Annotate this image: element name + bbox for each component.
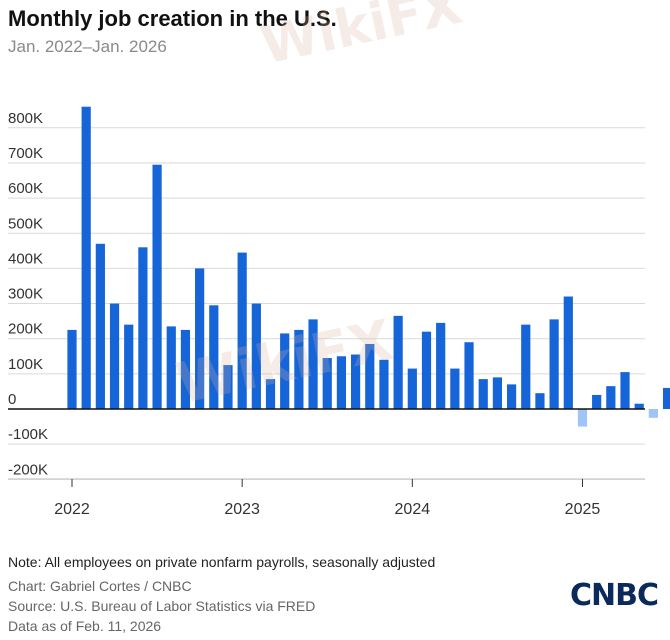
bar bbox=[294, 329, 304, 409]
bar bbox=[464, 342, 474, 409]
bar bbox=[563, 296, 573, 409]
y-tick-label: 200K bbox=[8, 321, 43, 338]
bar bbox=[195, 268, 205, 409]
bar bbox=[620, 372, 630, 409]
bar bbox=[223, 365, 233, 409]
bar bbox=[549, 319, 559, 409]
bar bbox=[280, 333, 290, 409]
bar bbox=[592, 394, 602, 409]
bar bbox=[577, 409, 588, 427]
bar bbox=[336, 356, 347, 409]
bar bbox=[492, 377, 502, 409]
bar bbox=[379, 359, 389, 409]
bar bbox=[322, 358, 332, 409]
y-tick-label: 600K bbox=[8, 180, 43, 197]
source-line: Source: U.S. Bureau of Labor Statistics … bbox=[8, 598, 316, 614]
x-tick-label: 2025 bbox=[565, 501, 601, 518]
bar bbox=[478, 379, 488, 409]
footnote: Note: All employees on private nonfarm p… bbox=[8, 554, 436, 570]
bar bbox=[67, 329, 77, 409]
bar bbox=[166, 326, 176, 409]
job-creation-bar-chart: 800K 700K 600K 500K 400K 300K 200K 100K 0 -100K -2… bbox=[8, 106, 670, 518]
bar bbox=[95, 243, 105, 409]
y-tick-label: 700K bbox=[8, 145, 43, 162]
bar bbox=[209, 305, 219, 409]
y-tick-label: 800K bbox=[8, 110, 43, 127]
y-tick-label: 400K bbox=[8, 250, 43, 267]
bar bbox=[351, 354, 361, 409]
bar bbox=[180, 329, 191, 409]
bar bbox=[365, 343, 375, 409]
chart-credit: Chart: Gabriel Cortes / CNBC bbox=[8, 578, 192, 594]
x-tick-label: 2022 bbox=[54, 501, 90, 518]
y-tick-label: -200K bbox=[8, 461, 48, 478]
cnbc-logo: CNBC bbox=[569, 578, 659, 613]
y-tick-label: 300K bbox=[8, 286, 43, 303]
bar bbox=[152, 164, 162, 409]
data-date: Data as of Feb. 11, 2026 bbox=[8, 618, 162, 634]
chart-subtitle: Jan. 2022–Jan. 2026 bbox=[8, 37, 167, 56]
bar bbox=[421, 331, 432, 409]
bar bbox=[634, 403, 644, 409]
bar bbox=[606, 386, 616, 409]
bar bbox=[648, 409, 658, 418]
bar bbox=[662, 387, 670, 409]
bar bbox=[109, 303, 120, 409]
bar bbox=[265, 379, 276, 409]
bar bbox=[535, 393, 545, 409]
bar bbox=[506, 384, 517, 409]
bar bbox=[81, 106, 91, 410]
bar bbox=[407, 368, 417, 409]
bar bbox=[450, 368, 460, 409]
bar bbox=[237, 252, 247, 409]
chart-title: Monthly job creation in the U.S. bbox=[8, 6, 337, 31]
bar bbox=[436, 322, 446, 409]
y-tick-label: 0 bbox=[8, 391, 16, 408]
y-tick-label: 500K bbox=[8, 215, 43, 232]
x-tick-label: 2023 bbox=[224, 501, 260, 518]
bar bbox=[124, 324, 134, 409]
bar bbox=[393, 315, 403, 409]
x-tick-label: 2024 bbox=[395, 501, 431, 518]
bar bbox=[308, 319, 318, 409]
bar bbox=[138, 247, 148, 409]
y-tick-label: -100K bbox=[8, 426, 48, 443]
bar bbox=[251, 303, 261, 409]
y-tick-label: 100K bbox=[8, 356, 43, 373]
bar bbox=[521, 324, 531, 409]
